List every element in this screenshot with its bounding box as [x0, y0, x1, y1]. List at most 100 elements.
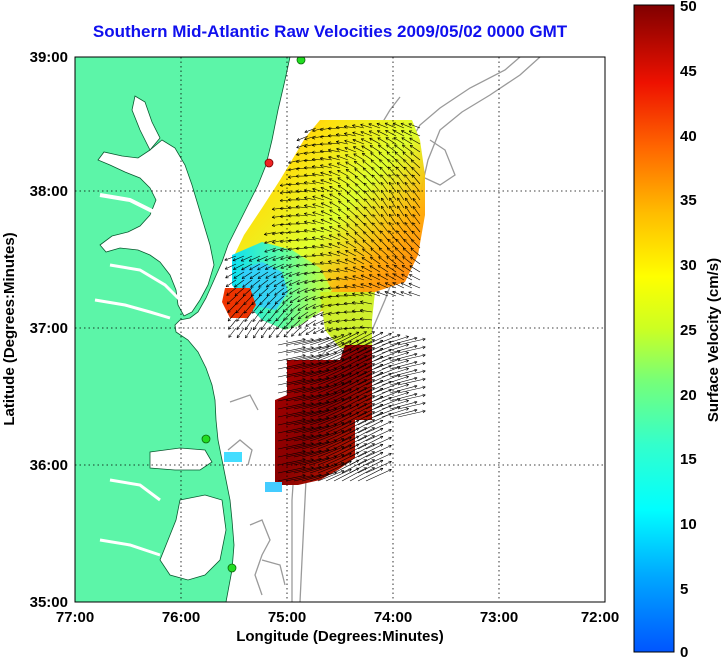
velocity-arrow	[385, 130, 397, 137]
velocity-arrow-head	[422, 410, 426, 414]
velocity-arrow-head	[304, 197, 307, 200]
velocity-arrow-head	[372, 214, 376, 216]
velocity-arrow-head	[287, 184, 291, 187]
velocity-arrow-head	[356, 428, 360, 431]
velocity-arrow	[320, 194, 333, 201]
velocity-arrow	[343, 319, 357, 321]
velocity-arrow-head	[287, 240, 291, 243]
velocity-arrow-head	[403, 238, 407, 241]
velocity-arrow-head	[405, 383, 409, 385]
velocity-arrow	[412, 198, 421, 209]
velocity-arrow-head	[359, 326, 363, 329]
velocity-arrow	[333, 347, 360, 362]
velocity-arrow-head	[320, 171, 324, 173]
velocity-arrow-head	[408, 123, 411, 127]
velocity-arrow-head	[369, 274, 372, 278]
velocity-arrow	[404, 189, 413, 201]
velocity-arrow	[412, 222, 421, 233]
velocity-arrow	[280, 239, 293, 243]
velocity-arrow-head	[302, 466, 306, 468]
velocity-arrow	[397, 386, 426, 394]
velocity-arrow-head	[354, 223, 357, 227]
velocity-arrow-head	[312, 220, 315, 223]
velocity-arrow-head	[320, 306, 324, 309]
velocity-arrow-head	[344, 132, 348, 134]
velocity-arrow-head	[389, 405, 392, 408]
velocity-arrow-head	[389, 421, 392, 424]
velocity-arrow	[388, 222, 397, 233]
velocity-arrow-head	[349, 453, 352, 456]
velocity-arrow-head	[397, 390, 401, 394]
velocity-arrow-head	[422, 386, 426, 390]
velocity-arrow-head	[355, 199, 357, 203]
velocity-field-south-edge	[265, 482, 282, 492]
velocity-arrow	[226, 287, 237, 296]
velocity-arrow	[325, 348, 352, 362]
velocity-arrow	[352, 132, 365, 137]
velocity-arrow-head	[304, 129, 307, 133]
velocity-arrow-head	[341, 470, 345, 474]
velocity-arrow	[379, 166, 389, 177]
velocity-arrow	[357, 468, 384, 482]
velocity-arrow-head	[355, 183, 357, 187]
velocity-arrow	[346, 199, 357, 209]
velocity-arrow-head	[363, 182, 365, 187]
velocity-arrow-head	[349, 437, 352, 440]
velocity-arrow	[301, 441, 330, 450]
velocity-arrow-head	[304, 280, 307, 284]
velocity-arrow-head	[343, 328, 347, 331]
velocity-arrow-head	[304, 205, 307, 208]
velocity-arrow	[309, 359, 337, 370]
velocity-arrow	[373, 382, 401, 394]
velocity-arrow-head	[333, 391, 337, 393]
velocity-arrow	[384, 291, 397, 297]
velocity-arrow-head	[389, 197, 393, 200]
velocity-arrow-head	[302, 394, 306, 396]
velocity-arrow	[336, 155, 349, 161]
velocity-arrow	[333, 435, 360, 450]
velocity-arrow-head	[264, 249, 267, 253]
velocity-arrow-head	[354, 168, 358, 170]
velocity-arrow-head	[338, 208, 340, 212]
velocity-arrow-head	[304, 282, 308, 285]
velocity-arrow-head	[311, 150, 315, 153]
velocity-arrow	[304, 229, 317, 233]
velocity-arrow-head	[288, 265, 291, 268]
velocity-arrow-head	[310, 434, 314, 436]
velocity-arrow-head	[291, 333, 293, 337]
velocity-arrow	[333, 395, 360, 410]
velocity-arrow-head	[356, 356, 360, 359]
velocity-arrow-head	[394, 151, 399, 154]
velocity-arrow-head	[386, 144, 388, 148]
velocity-arrow-head	[327, 279, 331, 282]
velocity-arrow-head	[364, 427, 367, 431]
velocity-arrow-head	[355, 199, 359, 201]
x-tick-label: 73:00	[480, 609, 518, 626]
velocity-arrow-head	[318, 425, 322, 428]
velocity-arrow-head	[359, 325, 363, 328]
velocity-arrow-head	[333, 415, 337, 417]
velocity-arrow	[248, 255, 261, 262]
velocity-arrow	[285, 419, 314, 426]
velocity-arrow-head	[242, 293, 245, 297]
velocity-arrow	[393, 282, 405, 289]
velocity-arrow	[272, 247, 285, 252]
velocity-arrow-head	[310, 346, 314, 348]
velocity-arrow-head	[296, 161, 300, 164]
velocity-arrow	[293, 346, 322, 354]
velocity-arrow-head	[287, 232, 291, 234]
land-polygon	[75, 57, 291, 602]
velocity-arrow-head	[327, 142, 331, 145]
velocity-arrow	[371, 230, 381, 241]
velocity-arrow-head	[363, 231, 367, 233]
velocity-arrow-head	[381, 348, 384, 351]
velocity-arrow-head	[409, 274, 412, 278]
x-tick-label: 76:00	[162, 609, 200, 626]
velocity-arrow	[338, 200, 349, 209]
velocity-arrow-head	[346, 216, 349, 220]
velocity-arrow	[364, 198, 373, 209]
velocity-arrow	[409, 137, 421, 145]
velocity-arrow	[305, 319, 317, 327]
velocity-arrow-head	[296, 152, 299, 156]
velocity-arrow-head	[302, 442, 306, 444]
